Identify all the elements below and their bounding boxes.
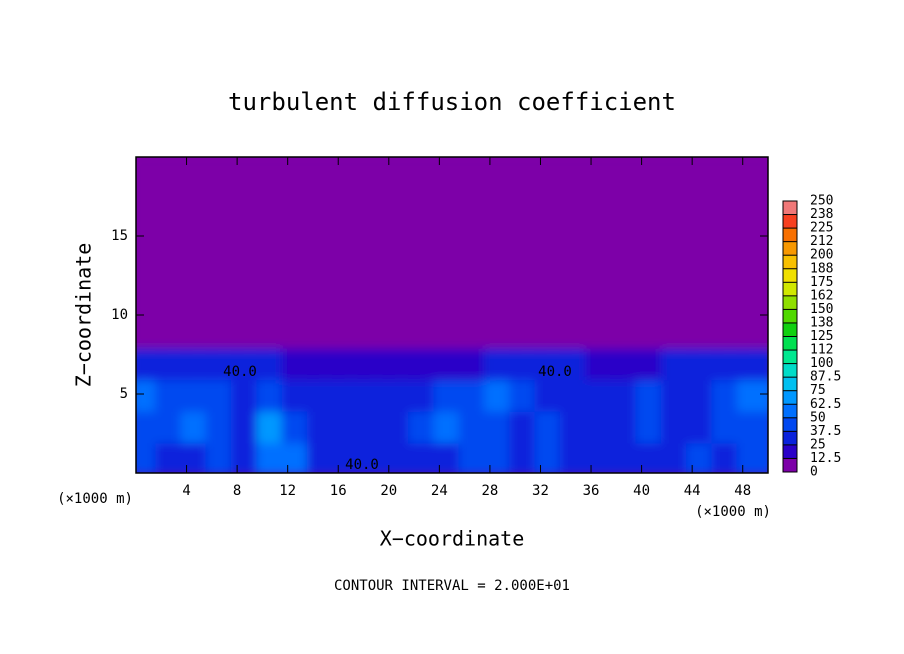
x-tick-label: 32 — [532, 483, 549, 499]
colorbar-label: 175 — [810, 275, 833, 290]
y-axis-label: Z−coordinate — [72, 243, 96, 388]
field-cell — [736, 439, 768, 473]
y-tick-label: 15 — [111, 228, 128, 244]
y-tick-label: 10 — [111, 307, 128, 323]
x-tick-label: 36 — [583, 483, 600, 499]
colorbar-swatch — [783, 390, 797, 405]
field-cell — [736, 344, 768, 381]
x-tick-label: 44 — [684, 483, 701, 499]
colorbar-label: 37.5 — [810, 424, 841, 439]
colorbar-swatch — [783, 431, 797, 445]
field-cell — [736, 157, 768, 349]
x-tick-label: 4 — [182, 483, 190, 499]
colorbar-label: 0 — [810, 465, 818, 480]
colorbar-swatch — [783, 336, 797, 351]
colorbar-swatch — [783, 255, 797, 269]
colorbar-swatch — [783, 282, 797, 296]
contour-label: 40.0 — [345, 457, 379, 473]
colorbar-label: 150 — [810, 302, 833, 317]
colorbar-label: 138 — [810, 315, 833, 330]
x-tick-label: 12 — [279, 483, 296, 499]
colorbar-label: 25 — [810, 437, 826, 452]
x-tick-label: 20 — [380, 483, 397, 499]
colorbar-swatch — [783, 377, 797, 391]
x-tick-label: 40 — [633, 483, 650, 499]
footnote: CONTOUR INTERVAL = 2.000E+01 — [334, 578, 570, 594]
x-unit: (×1000 m) — [695, 504, 771, 520]
colorbar-label: 87.5 — [810, 370, 841, 385]
x-unit: (×1000 m) — [57, 491, 133, 507]
colorbar-swatch — [783, 363, 797, 378]
contour-label: 40.0 — [538, 364, 572, 380]
x-tick-label: 16 — [330, 483, 347, 499]
colorbar-swatch — [783, 309, 797, 323]
field — [136, 157, 768, 473]
colorbar-label: 250 — [810, 194, 833, 209]
colorbar-label: 212 — [810, 234, 833, 249]
field-cells — [136, 157, 768, 473]
colorbar-label: 162 — [810, 288, 833, 303]
x-tick-label: 8 — [233, 483, 241, 499]
colorbar-swatch — [783, 295, 797, 310]
colorbar-label: 50 — [810, 410, 826, 425]
colorbar-swatch — [783, 228, 797, 242]
colorbar-label: 125 — [810, 329, 833, 344]
x-tick-label: 48 — [734, 483, 751, 499]
y-tick-label: 5 — [120, 386, 128, 402]
colorbar-label: 238 — [810, 207, 833, 222]
colorbar-swatch — [783, 350, 797, 364]
colorbar-label: 188 — [810, 261, 833, 276]
overlay: 40.0 40.040.04 8 12 16 20 24 28 32 36 40 44 48510150… — [111, 156, 841, 499]
colorbar-label: 75 — [810, 383, 826, 398]
colorbar-swatch — [783, 214, 797, 229]
field-cell — [736, 407, 768, 444]
colorbar-label: 12.5 — [810, 451, 841, 466]
x-tick-label: 28 — [481, 483, 498, 499]
colorbar-swatch — [783, 201, 797, 215]
x-tick-label: 24 — [431, 483, 448, 499]
colorbar-label: 225 — [810, 221, 833, 236]
chart-title: turbulent diffusion coefficient — [228, 88, 676, 116]
colorbar-swatch — [783, 458, 797, 472]
colorbar-swatch — [783, 444, 797, 459]
colorbar-swatch — [783, 417, 797, 432]
colorbar-swatch — [783, 268, 797, 283]
colorbar-label: 200 — [810, 248, 833, 263]
colorbar-swatch — [783, 241, 797, 256]
colorbar-swatch — [783, 404, 797, 418]
colorbar-label: 100 — [810, 356, 833, 371]
colorbar-swatch — [783, 322, 797, 337]
colorbar-label: 62.5 — [810, 397, 841, 412]
colorbar-label: 112 — [810, 343, 833, 358]
x-axis-label: X−coordinate — [380, 527, 525, 551]
contour-label: 40.0 — [223, 364, 257, 380]
